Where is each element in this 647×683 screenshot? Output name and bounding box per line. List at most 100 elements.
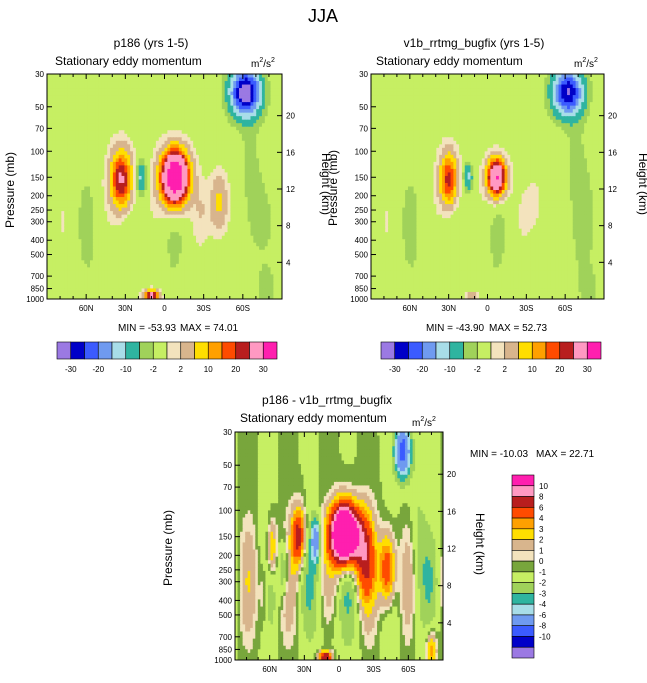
contour-cell xyxy=(267,182,272,188)
contour-cell xyxy=(115,105,120,110)
contour-cell xyxy=(218,211,223,216)
contour-cell xyxy=(184,190,189,195)
contour-cell xyxy=(104,197,108,202)
contour-cell xyxy=(58,84,62,89)
contour-cell xyxy=(95,270,100,275)
contour-cell xyxy=(161,256,166,261)
contour-cell xyxy=(47,256,51,261)
contour-cell xyxy=(213,225,217,230)
contour-cell xyxy=(98,284,103,290)
contour-cell xyxy=(239,123,243,128)
contour-cell xyxy=(78,204,82,209)
contour-cell xyxy=(178,242,183,247)
contour-cell xyxy=(75,186,80,191)
contour-cell xyxy=(72,246,77,251)
contour-cell xyxy=(164,270,168,275)
contour-cell xyxy=(170,137,174,142)
contour-cell xyxy=(207,225,211,230)
contour-cell xyxy=(121,77,125,82)
contour-cell xyxy=(167,193,171,198)
contour-cell xyxy=(78,140,82,145)
contour-cell xyxy=(144,147,148,152)
contour-cell xyxy=(58,211,62,216)
contour-cell xyxy=(221,284,226,290)
contour-cell xyxy=(164,218,168,223)
contour-cell xyxy=(227,277,232,283)
contour-cell xyxy=(218,249,223,254)
contour-cell xyxy=(216,165,220,170)
contour-cell xyxy=(95,228,100,233)
contour-cell xyxy=(135,161,140,167)
contour-cell xyxy=(84,242,88,247)
contour-cell xyxy=(130,126,134,131)
contour-cell xyxy=(230,186,234,191)
contour-cell xyxy=(132,281,137,286)
contour-cell xyxy=(276,161,280,167)
contour-cell xyxy=(141,84,146,89)
contour-cell xyxy=(170,218,174,223)
contour-cell xyxy=(244,84,249,89)
contour-cell xyxy=(47,232,51,237)
contour-cell xyxy=(135,151,140,156)
contour-cell xyxy=(155,74,160,79)
contour-cell xyxy=(84,116,88,121)
contour-cell xyxy=(233,161,237,167)
contour-cell xyxy=(250,179,254,184)
contour-cell xyxy=(72,186,77,191)
contour-cell xyxy=(104,140,108,145)
contour-cell xyxy=(175,161,180,167)
contour-cell xyxy=(155,267,160,272)
contour-cell xyxy=(190,190,194,195)
contour-cell xyxy=(150,144,154,149)
contour-cell xyxy=(236,140,240,145)
contour-cell xyxy=(241,197,246,202)
contour-cell xyxy=(84,158,88,163)
contour-cell xyxy=(49,253,54,258)
contour-cell xyxy=(67,109,71,114)
contour-cell xyxy=(170,193,174,198)
contour-cell xyxy=(244,218,249,223)
contour-cell xyxy=(141,133,146,138)
contour-cell xyxy=(221,200,226,205)
contour-cell xyxy=(250,186,254,191)
contour-cell xyxy=(230,221,234,226)
contour-cell xyxy=(196,267,200,272)
contour-cell xyxy=(47,270,51,275)
contour-cell xyxy=(175,98,180,103)
contour-cell xyxy=(207,242,211,247)
contour-cell xyxy=(110,242,114,247)
contour-cell xyxy=(87,190,91,195)
contour-cell xyxy=(204,239,209,244)
contour-cell xyxy=(230,225,234,230)
contour-cell xyxy=(52,137,57,142)
contour-cell xyxy=(167,270,171,275)
contour-cell xyxy=(256,130,260,135)
contour-cell xyxy=(104,91,108,96)
contour-cell xyxy=(61,182,65,188)
contour-cell xyxy=(221,77,226,82)
contour-cell xyxy=(52,235,57,240)
contour-cell xyxy=(95,130,100,135)
contour-cell xyxy=(181,88,186,93)
contour-cell xyxy=(253,172,257,177)
contour-cell xyxy=(198,172,203,177)
contour-cell xyxy=(155,281,160,286)
contour-cell xyxy=(67,168,71,174)
contour-cell xyxy=(92,161,97,167)
contour-cell xyxy=(173,179,177,184)
contour-cell xyxy=(98,172,103,177)
contour-cell xyxy=(147,175,151,181)
contour-cell xyxy=(230,144,234,149)
contour-cell xyxy=(107,225,111,230)
contour-cell xyxy=(110,197,114,202)
contour-cell xyxy=(87,239,91,244)
contour-cell xyxy=(250,249,254,254)
contour-cell xyxy=(118,165,123,170)
contour-cell xyxy=(175,207,180,212)
contour-cell xyxy=(167,130,171,135)
contour-cell xyxy=(58,270,62,275)
contour-cell xyxy=(64,165,68,170)
contour-cell xyxy=(115,151,120,156)
contour-cell xyxy=(250,154,254,159)
contour-cell xyxy=(196,232,200,237)
